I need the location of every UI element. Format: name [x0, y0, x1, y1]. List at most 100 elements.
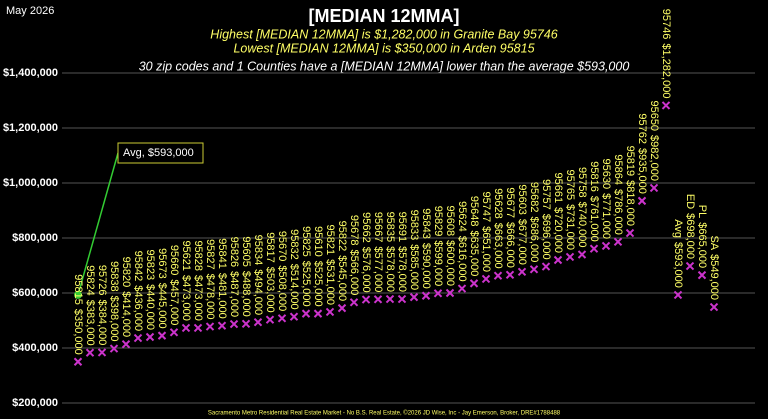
point-label: 95648 $635,000: [468, 196, 480, 276]
point-category: 95628: [492, 188, 504, 219]
marker: [241, 319, 251, 329]
point-value: $935,000: [636, 148, 648, 194]
point-value: $577,000: [372, 246, 384, 292]
point-label: 95746 $1,282,000: [660, 9, 672, 99]
y-tick-label: $1,000,000: [3, 177, 58, 189]
marker: [73, 357, 83, 366]
point-category: 95670: [276, 231, 288, 262]
point-label: 95832 $514,000: [288, 229, 300, 309]
y-tick-label: $400,000: [12, 342, 58, 354]
point-category: SA: [708, 235, 720, 250]
marker: [493, 271, 503, 280]
subtitle: Highest [MEDIAN 12MMA] is $1,282,000 in …: [210, 27, 557, 41]
point-label: 95628 $663,000: [492, 188, 504, 268]
point-category: 95822: [336, 221, 348, 252]
point-label: 95673 $445,000: [156, 248, 168, 328]
marker: [85, 348, 95, 357]
point-value: $720,000: [552, 207, 564, 253]
point-value: $666,000: [504, 222, 516, 268]
point-label: 95765 $731,000: [564, 169, 576, 249]
point-label: 95608 $600,000: [444, 206, 456, 286]
point-category: 95648: [468, 196, 480, 227]
point-label: 95827 $478,000: [204, 239, 216, 319]
point-category: 95825: [300, 226, 312, 257]
point-value: $635,000: [468, 230, 480, 276]
point-category: 95691: [396, 212, 408, 243]
point-value: $383,000: [84, 300, 96, 346]
point-value: $508,000: [276, 265, 288, 311]
point-value: $514,000: [288, 264, 300, 310]
point-value: $473,000: [180, 275, 192, 321]
marker: [673, 290, 683, 300]
point-label: 95817 $503,000: [264, 232, 276, 312]
point-category: 95824: [84, 265, 96, 296]
point-category: 95624: [456, 201, 468, 232]
point-category: 95838: [108, 261, 120, 292]
point-value: $696,000: [540, 214, 552, 260]
point-category: 95603: [516, 184, 528, 215]
marker: [229, 319, 239, 329]
point-category: PL: [696, 205, 708, 218]
point-category: ED: [684, 194, 696, 209]
point-value: $566,000: [348, 249, 360, 295]
point-label: 95842 $436,000: [132, 251, 144, 331]
point-value: $481,000: [216, 273, 228, 319]
marker: [157, 331, 167, 340]
point-category: 95662: [360, 212, 372, 243]
point-value: $600,000: [444, 240, 456, 286]
point-value: $525,000: [300, 261, 312, 307]
point-label: 95603 $677,000: [516, 184, 528, 264]
marker: [337, 303, 347, 313]
point-category: 95610: [312, 226, 324, 257]
marker: [169, 328, 179, 337]
marker: [577, 250, 587, 259]
point-label: 95757 $696,000: [540, 179, 552, 259]
point-label: 95670 $508,000: [276, 231, 288, 311]
point-label: 95816 $761,000: [588, 161, 600, 241]
point-value: $525,000: [312, 261, 324, 307]
point-label: 95726 $384,000: [96, 265, 108, 345]
point-label: 95822 $545,000: [336, 221, 348, 301]
point-label: 95678 $566,000: [348, 215, 360, 295]
marker: [325, 307, 335, 317]
point-value: $740,000: [576, 202, 588, 248]
point-value: $494,000: [252, 269, 264, 315]
point-value: $503,000: [264, 267, 276, 313]
point-label: 95815 $350,000: [72, 274, 84, 354]
point-value: $549,000: [708, 254, 720, 300]
point-label: 95691 $578,000: [396, 212, 408, 292]
point-label: PL $665,000: [696, 205, 708, 268]
marker: [109, 344, 119, 353]
marker: [421, 291, 431, 300]
point-value: $585,000: [408, 244, 420, 290]
point-category: 95819: [624, 146, 636, 177]
point-value: $665,000: [696, 222, 708, 268]
point-label: 95828 $473,000: [192, 240, 204, 320]
point-category: 95608: [444, 206, 456, 237]
y-tick-label: $200,000: [12, 397, 58, 409]
point-value: $578,000: [396, 246, 408, 292]
point-category: 95827: [204, 239, 216, 270]
point-label: 95864 $786,000: [612, 154, 624, 234]
point-category: 95765: [564, 169, 576, 200]
point-label: 95841 $481,000: [216, 238, 228, 318]
point-category: 95816: [588, 161, 600, 192]
point-category: 95826: [228, 237, 240, 268]
marker: [589, 244, 599, 253]
point-category: Avg: [672, 219, 684, 238]
point-value: $761,000: [588, 196, 600, 242]
point-label: 95829 $599,000: [432, 206, 444, 286]
marker: [565, 252, 575, 262]
point-category: 95842: [132, 251, 144, 282]
point-label: 95843 $590,000: [420, 208, 432, 288]
point-category: 95667: [372, 212, 384, 243]
y-tick-label: $1,400,000: [3, 67, 58, 79]
point-value: $398,000: [108, 296, 120, 342]
marker: [661, 101, 671, 110]
point-label: 95677 $666,000: [504, 187, 516, 267]
point-value: $1,282,000: [660, 43, 672, 98]
marker: [625, 228, 635, 238]
point-label: 95605 $488,000: [240, 236, 252, 316]
marker: [637, 196, 647, 206]
